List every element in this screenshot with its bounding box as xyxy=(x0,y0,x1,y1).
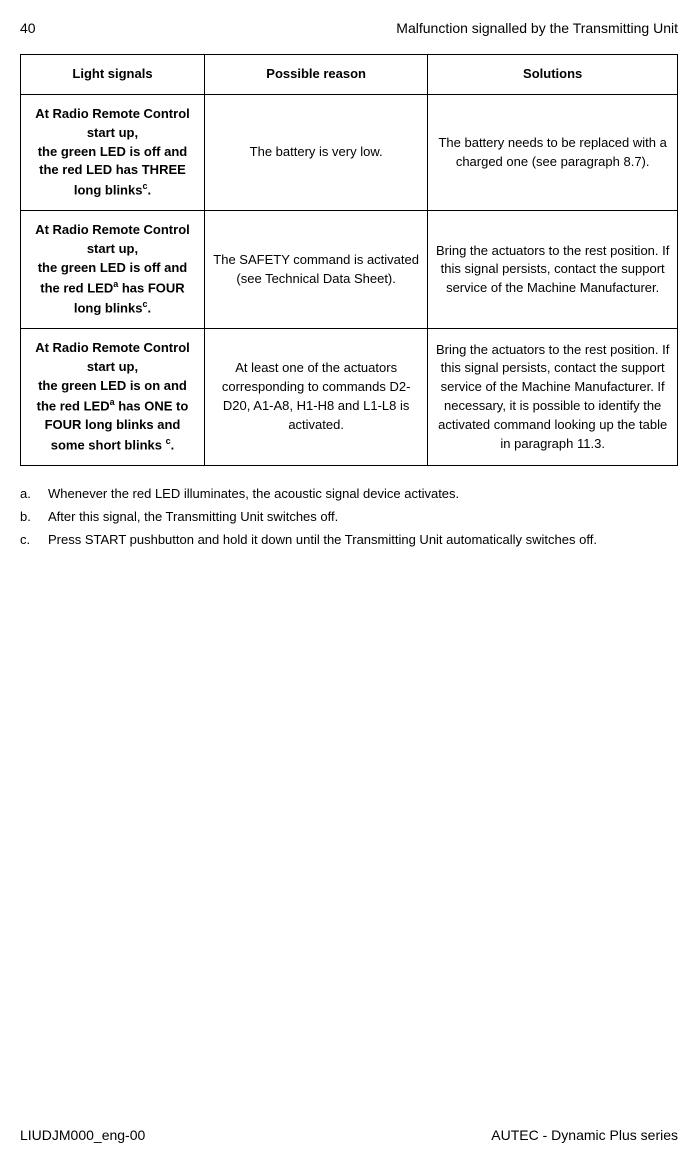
cell-possible-reason: The SAFETY command is activated (see Tec… xyxy=(204,211,427,329)
table-row: At Radio Remote Control start up,the gre… xyxy=(21,211,678,329)
footer-right: AUTEC - Dynamic Plus series xyxy=(491,1127,678,1143)
footnote-label: a. xyxy=(20,484,48,505)
cell-light-signals: At Radio Remote Control start up,the gre… xyxy=(21,211,205,329)
table-header-row: Light signals Possible reason Solutions xyxy=(21,55,678,95)
page-number: 40 xyxy=(20,20,36,36)
malfunction-table: Light signals Possible reason Solutions … xyxy=(20,54,678,466)
col-possible-reason: Possible reason xyxy=(204,55,427,95)
footnote-label: c. xyxy=(20,530,48,551)
table-row: At Radio Remote Control start up,the gre… xyxy=(21,329,678,466)
cell-light-signals: At Radio Remote Control start up,the gre… xyxy=(21,329,205,466)
table-body: At Radio Remote Control start up,the gre… xyxy=(21,94,678,465)
cell-possible-reason: At least one of the actuators correspond… xyxy=(204,329,427,466)
table-row: At Radio Remote Control start up,the gre… xyxy=(21,94,678,211)
cell-solutions: Bring the actuators to the rest position… xyxy=(428,329,678,466)
col-light-signals: Light signals xyxy=(21,55,205,95)
footnote-item: b.After this signal, the Transmitting Un… xyxy=(20,507,678,528)
footnotes: a.Whenever the red LED illuminates, the … xyxy=(20,484,678,550)
footnote-item: c.Press START pushbutton and hold it dow… xyxy=(20,530,678,551)
cell-solutions: The battery needs to be replaced with a … xyxy=(428,94,678,211)
footnote-label: b. xyxy=(20,507,48,528)
footer-left: LIUDJM000_eng-00 xyxy=(20,1127,145,1143)
page-header: 40 Malfunction signalled by the Transmit… xyxy=(20,20,678,36)
col-solutions: Solutions xyxy=(428,55,678,95)
header-title: Malfunction signalled by the Transmittin… xyxy=(396,20,678,36)
page-footer: LIUDJM000_eng-00 AUTEC - Dynamic Plus se… xyxy=(20,1127,678,1143)
footnote-text: After this signal, the Transmitting Unit… xyxy=(48,507,678,528)
cell-possible-reason: The battery is very low. xyxy=(204,94,427,211)
footnote-text: Press START pushbutton and hold it down … xyxy=(48,530,678,551)
footnote-text: Whenever the red LED illuminates, the ac… xyxy=(48,484,678,505)
footnote-item: a.Whenever the red LED illuminates, the … xyxy=(20,484,678,505)
cell-solutions: Bring the actuators to the rest position… xyxy=(428,211,678,329)
cell-light-signals: At Radio Remote Control start up,the gre… xyxy=(21,94,205,211)
